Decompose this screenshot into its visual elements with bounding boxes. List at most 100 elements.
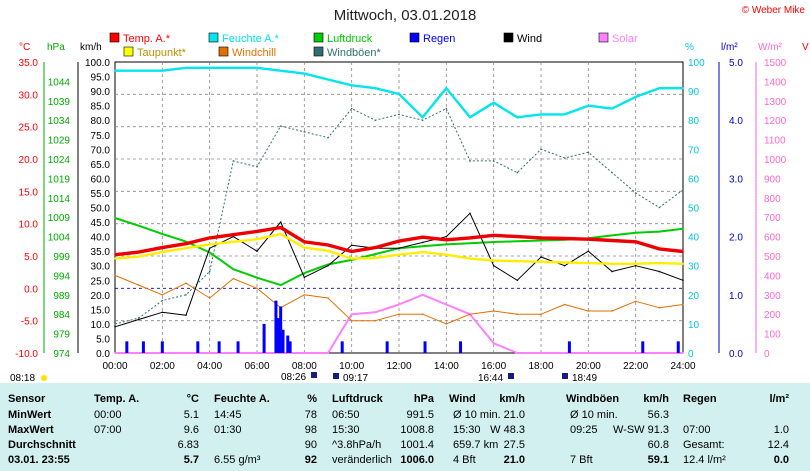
press-tick: 1009 bbox=[48, 213, 71, 224]
data-point bbox=[161, 311, 164, 314]
press-tick: 999 bbox=[53, 252, 70, 263]
data-point bbox=[682, 250, 684, 253]
wind-tick: 40.0 bbox=[91, 233, 111, 244]
data-point bbox=[114, 352, 116, 354]
data-point bbox=[161, 69, 164, 72]
table-cell: 06:50 bbox=[332, 409, 360, 421]
data-point bbox=[682, 352, 684, 354]
data-point bbox=[611, 107, 613, 110]
legend-label: Taupunkt* bbox=[137, 47, 187, 59]
data-point bbox=[161, 233, 164, 235]
data-point bbox=[208, 270, 211, 273]
rain-unit: l/m² bbox=[721, 42, 738, 53]
table-cell: 07:00 bbox=[94, 424, 122, 436]
wind-tick: 30.0 bbox=[91, 262, 111, 273]
table-cell: Ø 10 min. bbox=[570, 409, 618, 421]
data-point bbox=[350, 107, 353, 110]
table-cell: 98 bbox=[304, 424, 317, 436]
time-tick: 06:00 bbox=[244, 361, 269, 372]
data-point bbox=[185, 247, 187, 250]
table-cell: 21.0 bbox=[503, 409, 525, 421]
time-tick: 20:00 bbox=[576, 361, 601, 372]
temp-unit: °C bbox=[19, 42, 30, 53]
data-point bbox=[303, 240, 306, 243]
data-point bbox=[185, 242, 187, 245]
data-point bbox=[445, 107, 448, 110]
data-point bbox=[492, 342, 495, 345]
data-point bbox=[634, 231, 637, 234]
table-cell: 4 Bft bbox=[453, 454, 476, 466]
temp-tick: 30.0 bbox=[19, 90, 39, 101]
wind-tick: 25.0 bbox=[91, 276, 111, 287]
data-point bbox=[350, 84, 353, 87]
data-point bbox=[256, 238, 258, 240]
chart-legend: Temp. A.* Feuchte A.* Luftdruck Regen Wind So… bbox=[109, 32, 638, 59]
data-point bbox=[682, 87, 684, 89]
table-cell: 15:30 bbox=[332, 424, 360, 436]
data-point bbox=[658, 206, 661, 209]
rain-bar bbox=[385, 341, 389, 353]
axis-ticks: 35.0 30.0 25.0 20.0 15.0 10.0 5.0 0.0 -5.0 -10.0 1… bbox=[15, 58, 786, 372]
data-point bbox=[374, 257, 377, 259]
temp-tick: 35.0 bbox=[19, 58, 39, 69]
data-point bbox=[232, 160, 235, 162]
data-point bbox=[161, 299, 164, 302]
data-point bbox=[232, 277, 235, 280]
rain-bar bbox=[236, 341, 240, 353]
solar-tick: 300 bbox=[764, 291, 781, 302]
rain-bar bbox=[676, 341, 680, 353]
data-point bbox=[445, 87, 448, 89]
data-point bbox=[421, 294, 424, 296]
data-point bbox=[587, 352, 590, 354]
wind-tick: 85.0 bbox=[91, 102, 111, 113]
wind-tick: 80.0 bbox=[91, 116, 111, 127]
table-cell: 6.83 bbox=[177, 439, 199, 451]
data-point bbox=[327, 78, 329, 81]
data-point bbox=[327, 264, 329, 267]
wind-tick: 70.0 bbox=[91, 145, 111, 156]
table-cell: 659.7 km bbox=[453, 439, 499, 451]
data-point bbox=[445, 303, 448, 306]
data-point bbox=[445, 323, 448, 325]
rain-bar bbox=[125, 341, 129, 353]
wind-tick: 95.0 bbox=[91, 73, 111, 84]
temp-tick: 10.0 bbox=[19, 220, 39, 231]
wind-tick: 50.0 bbox=[91, 204, 111, 215]
moon-icon bbox=[311, 372, 317, 378]
press-tick: 1019 bbox=[48, 174, 71, 185]
solar-tick: 1000 bbox=[764, 155, 787, 166]
data-point bbox=[303, 272, 306, 274]
hum-tick: 70 bbox=[688, 145, 700, 156]
data-point bbox=[114, 69, 116, 72]
hum-tick: 50 bbox=[688, 204, 700, 215]
data-point bbox=[374, 119, 377, 121]
weather-chart: Mittwoch, 03.01.2018 © Weber Mike Temp. … bbox=[10, 5, 809, 383]
data-point bbox=[398, 253, 400, 256]
data-point bbox=[516, 171, 519, 174]
legend-swatch bbox=[313, 32, 324, 43]
data-point bbox=[516, 279, 519, 282]
data-point bbox=[279, 226, 282, 229]
data-point bbox=[421, 241, 424, 244]
data-point bbox=[492, 259, 495, 262]
data-point bbox=[445, 235, 448, 238]
data-point bbox=[256, 230, 258, 233]
data-point bbox=[469, 160, 471, 162]
hum-tick: 40 bbox=[688, 233, 700, 244]
data-point bbox=[469, 242, 471, 244]
data-point bbox=[185, 67, 187, 69]
legend-swatch bbox=[503, 32, 514, 43]
data-point bbox=[137, 251, 140, 253]
data-point bbox=[398, 313, 400, 316]
data-point bbox=[279, 125, 282, 127]
data-point bbox=[540, 148, 542, 151]
hum-tick: 80 bbox=[688, 116, 700, 127]
data-point bbox=[208, 67, 211, 69]
rain-tick: 1.0 bbox=[729, 291, 743, 302]
table-cell: 78 bbox=[304, 409, 317, 421]
data-point bbox=[350, 319, 353, 322]
data-point bbox=[374, 246, 377, 249]
data-point bbox=[232, 240, 235, 243]
table-cell: 01:30 bbox=[214, 424, 242, 436]
data-point bbox=[279, 284, 282, 286]
